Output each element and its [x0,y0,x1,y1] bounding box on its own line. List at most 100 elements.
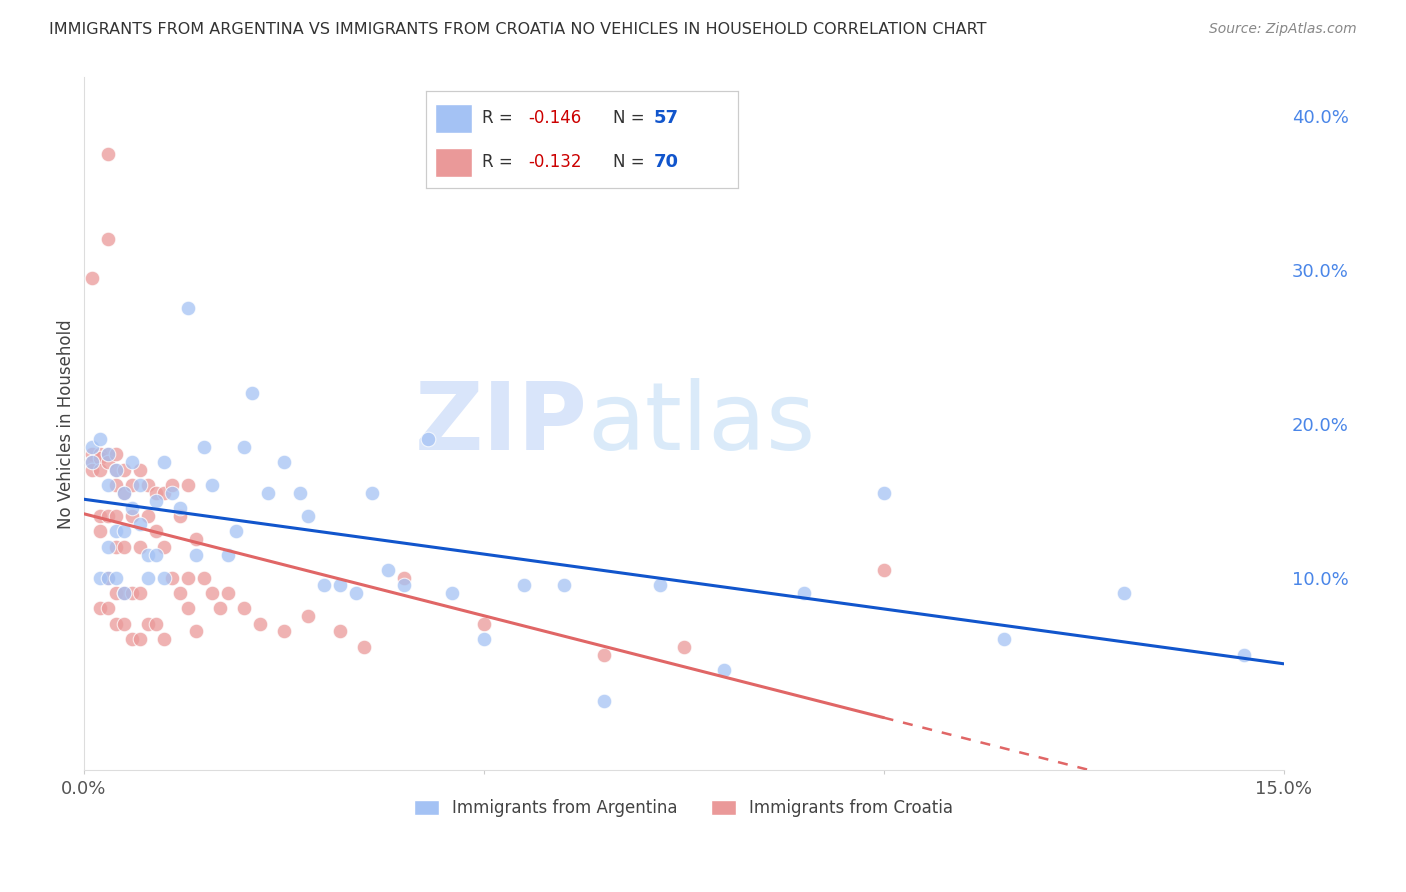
Point [225,524,247,539]
Point [104,463,127,477]
Point [176,571,198,585]
Point [145,616,167,631]
Point [297,609,319,624]
Point [152,540,174,554]
Point [232,440,254,454]
Point [96,448,118,462]
Point [112,616,135,631]
Point [104,586,127,600]
Point [89,601,111,615]
Point [112,540,135,554]
Point [136,478,159,492]
Text: atlas: atlas [588,377,815,470]
Point [176,301,198,316]
Point [136,571,159,585]
Point [96,147,118,161]
Point [377,563,399,577]
Point [80,440,103,454]
Point [89,571,111,585]
Point [152,571,174,585]
Point [121,478,143,492]
Point [96,448,118,462]
Point [232,601,254,615]
Point [96,509,118,524]
Point [416,432,439,446]
Point [96,571,118,585]
Point [193,571,215,585]
Point [184,532,207,546]
Point [96,455,118,469]
Point [169,509,191,524]
Point [89,448,111,462]
Point [184,624,207,639]
Point [128,540,150,554]
Text: IMMIGRANTS FROM ARGENTINA VS IMMIGRANTS FROM CROATIA NO VEHICLES IN HOUSEHOLD CO: IMMIGRANTS FROM ARGENTINA VS IMMIGRANTS … [49,22,987,37]
Point [112,586,135,600]
Point [80,448,103,462]
Point [200,586,222,600]
Point [256,486,278,500]
Point [112,586,135,600]
Point [80,455,103,469]
Point [793,586,815,600]
Point [89,509,111,524]
Point [136,616,159,631]
Point [217,548,239,562]
Point [145,524,167,539]
Point [169,586,191,600]
Point [328,578,350,592]
Point [104,463,127,477]
Point [273,455,295,469]
Point [200,478,222,492]
Point [96,478,118,492]
Point [1112,586,1135,600]
Point [145,493,167,508]
Point [440,586,463,600]
Point [472,616,495,631]
Point [672,640,695,654]
Y-axis label: No Vehicles in Household: No Vehicles in Household [58,319,75,529]
Text: ZIP: ZIP [415,377,588,470]
Point [112,463,135,477]
Point [160,478,183,492]
Point [392,571,415,585]
Point [872,563,894,577]
Point [553,578,575,592]
Point [328,624,350,639]
Point [713,663,735,677]
Point [89,432,111,446]
Point [104,524,127,539]
Point [240,386,263,401]
Point [128,632,150,647]
Point [472,632,495,647]
Point [297,509,319,524]
Point [96,601,118,615]
Point [112,486,135,500]
Point [176,478,198,492]
Point [592,694,614,708]
Point [128,516,150,531]
Point [993,632,1015,647]
Point [160,571,183,585]
Point [121,632,143,647]
Point [89,463,111,477]
Point [344,586,367,600]
Point [193,440,215,454]
Point [136,548,159,562]
Point [208,601,231,615]
Point [145,486,167,500]
Point [80,455,103,469]
Point [89,450,111,465]
Point [104,540,127,554]
Legend: Immigrants from Argentina, Immigrants from Croatia: Immigrants from Argentina, Immigrants fr… [408,793,960,824]
Point [353,640,375,654]
Point [128,478,150,492]
Point [648,578,671,592]
Point [104,616,127,631]
Text: Source: ZipAtlas.com: Source: ZipAtlas.com [1209,22,1357,37]
Point [96,571,118,585]
Point [312,578,335,592]
Point [104,571,127,585]
Point [80,463,103,477]
Point [288,486,311,500]
